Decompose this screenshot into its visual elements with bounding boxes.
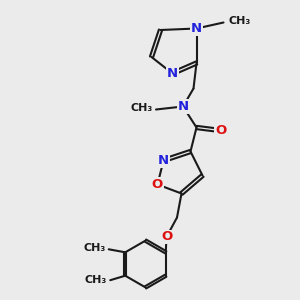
Text: CH₃: CH₃	[130, 103, 152, 113]
Text: O: O	[152, 178, 163, 191]
Text: CH₃: CH₃	[83, 243, 106, 253]
Text: O: O	[215, 124, 226, 137]
Text: N: N	[158, 154, 169, 167]
Text: N: N	[177, 100, 189, 113]
Text: O: O	[161, 230, 172, 244]
Text: CH₃: CH₃	[229, 16, 251, 26]
Text: N: N	[191, 22, 202, 35]
Text: CH₃: CH₃	[85, 275, 107, 285]
Text: N: N	[167, 67, 178, 80]
